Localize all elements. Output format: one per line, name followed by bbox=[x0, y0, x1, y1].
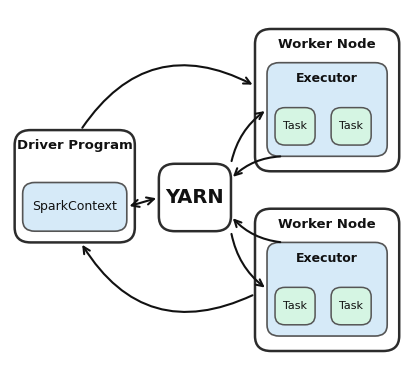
FancyBboxPatch shape bbox=[158, 164, 230, 231]
Text: Task: Task bbox=[282, 121, 306, 131]
FancyBboxPatch shape bbox=[266, 242, 386, 336]
Text: Worker Node: Worker Node bbox=[278, 218, 375, 231]
Text: Worker Node: Worker Node bbox=[278, 38, 375, 51]
FancyBboxPatch shape bbox=[274, 108, 315, 145]
FancyBboxPatch shape bbox=[266, 63, 386, 156]
Text: SparkContext: SparkContext bbox=[32, 200, 117, 213]
FancyBboxPatch shape bbox=[254, 209, 398, 351]
FancyBboxPatch shape bbox=[22, 182, 126, 231]
Text: Executor: Executor bbox=[295, 252, 357, 265]
Text: Task: Task bbox=[338, 301, 362, 311]
FancyBboxPatch shape bbox=[330, 108, 370, 145]
Text: Executor: Executor bbox=[295, 72, 357, 85]
Text: Driver Program: Driver Program bbox=[17, 139, 132, 152]
Text: Task: Task bbox=[338, 121, 362, 131]
FancyBboxPatch shape bbox=[330, 287, 370, 325]
Text: Task: Task bbox=[282, 301, 306, 311]
FancyBboxPatch shape bbox=[254, 29, 398, 171]
FancyBboxPatch shape bbox=[274, 287, 315, 325]
Text: YARN: YARN bbox=[165, 188, 224, 207]
FancyBboxPatch shape bbox=[15, 130, 135, 242]
